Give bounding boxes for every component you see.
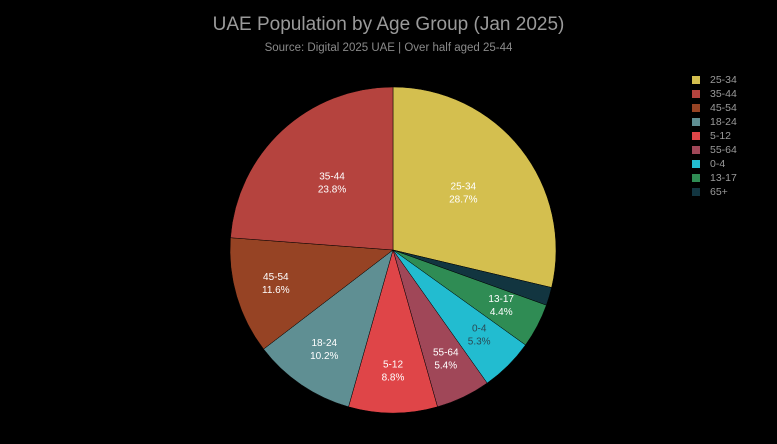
slice-label-55-64: 55-64 xyxy=(433,347,459,358)
pie-slice-18-24 xyxy=(263,249,394,408)
legend-label: 0-4 xyxy=(710,158,726,170)
legend-label: 18-24 xyxy=(710,116,737,128)
slice-percent-13-17: 4.4% xyxy=(490,307,513,318)
slice-percent-55-64: 5.4% xyxy=(434,360,457,371)
pie-slice-35-44 xyxy=(230,86,394,251)
legend-swatch xyxy=(692,132,700,140)
slice-label-13-17: 13-17 xyxy=(488,294,514,305)
legend-label: 13-17 xyxy=(710,172,737,184)
pie-slice-45-54 xyxy=(229,237,394,350)
chart-title: UAE Population by Age Group (Jan 2025) xyxy=(212,14,565,35)
legend-swatch xyxy=(692,76,700,84)
legend-item-18-24[interactable]: 18-24 xyxy=(692,115,737,129)
slice-label-25-34: 25-34 xyxy=(451,181,477,192)
legend-swatch xyxy=(692,118,700,126)
legend-swatch xyxy=(692,174,700,182)
slice-percent-0-4: 5.3% xyxy=(468,337,491,348)
legend-label: 65+ xyxy=(710,186,728,198)
legend-item-13-17[interactable]: 13-17 xyxy=(692,171,737,185)
legend-swatch xyxy=(692,188,700,196)
slice-label-5-12: 5-12 xyxy=(383,359,403,370)
slice-label-45-54: 45-54 xyxy=(263,272,289,283)
slice-percent-25-34: 28.7% xyxy=(449,194,477,205)
legend-label: 45-54 xyxy=(710,102,737,114)
legend-swatch xyxy=(692,146,700,154)
pie-slice-5-12 xyxy=(348,249,438,414)
legend-swatch xyxy=(692,160,700,168)
slice-label-18-24: 18-24 xyxy=(311,338,337,349)
slice-percent-45-54: 11.6% xyxy=(262,285,290,296)
legend-item-0-4[interactable]: 0-4 xyxy=(692,157,737,171)
legend-item-35-44[interactable]: 35-44 xyxy=(692,87,737,101)
legend-item-55-64[interactable]: 55-64 xyxy=(692,143,737,157)
slice-percent-35-44: 23.8% xyxy=(318,184,346,195)
slice-label-0-4: 0-4 xyxy=(472,324,487,335)
legend-label: 55-64 xyxy=(710,144,737,156)
legend-swatch xyxy=(692,90,700,98)
legend-item-65+[interactable]: 65+ xyxy=(692,185,737,199)
legend-item-25-34[interactable]: 25-34 xyxy=(692,73,737,87)
slice-percent-5-12: 8.8% xyxy=(382,372,405,383)
legend-item-5-12[interactable]: 5-12 xyxy=(692,129,737,143)
legend-item-45-54[interactable]: 45-54 xyxy=(692,101,737,115)
chart-subtitle: Source: Digital 2025 UAE | Over half age… xyxy=(264,42,513,54)
legend-label: 35-44 xyxy=(710,88,737,100)
slice-percent-18-24: 10.2% xyxy=(310,351,338,362)
legend-label: 5-12 xyxy=(710,130,732,142)
legend-label: 25-34 xyxy=(710,74,737,86)
legend: 25-34 35-44 45-54 18-24 5-12 55-64 0-4 13-17 65+ xyxy=(692,73,737,199)
pie-slice-25-34 xyxy=(392,86,557,288)
legend-swatch xyxy=(692,104,700,112)
slice-label-35-44: 35-44 xyxy=(319,171,345,182)
